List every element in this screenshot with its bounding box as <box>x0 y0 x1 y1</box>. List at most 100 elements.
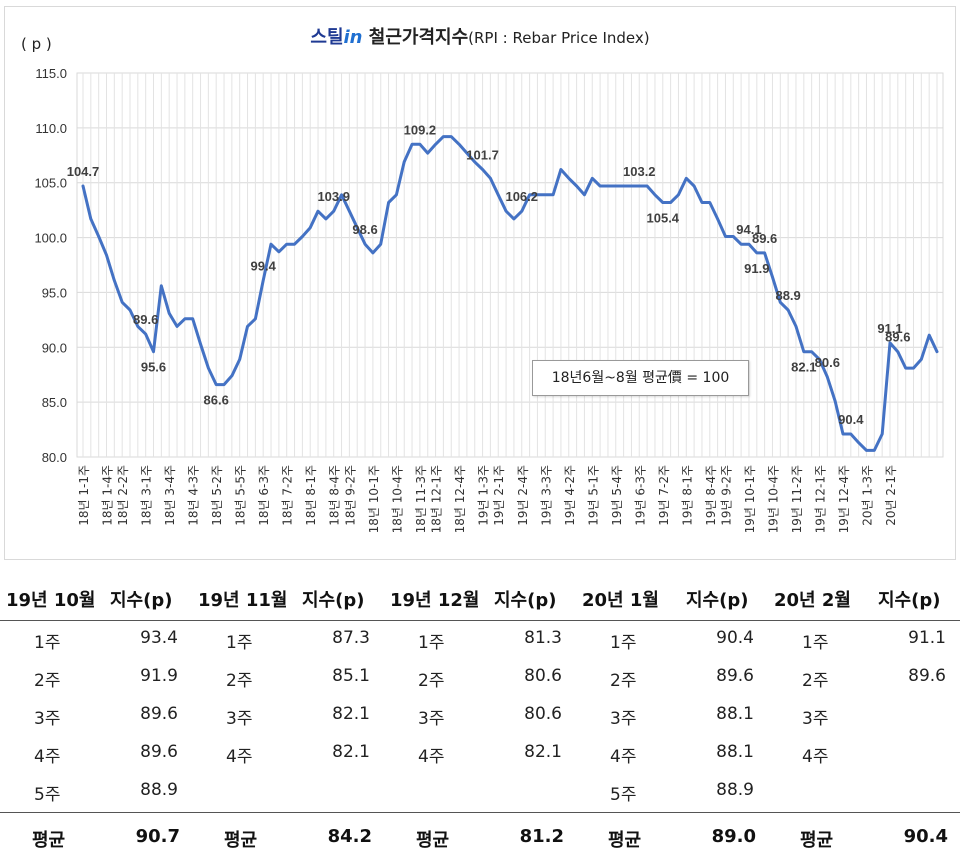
x-tick-label: 19년 9-2주 <box>719 465 733 526</box>
average-label: 평균 <box>32 830 66 851</box>
data-label: 99.4 <box>251 258 277 273</box>
average-value: 81.2 <box>519 826 564 847</box>
data-label: 101.7 <box>466 148 499 163</box>
x-tick-label: 19년 12-4주 <box>837 465 851 533</box>
week-label: 1주 <box>34 633 61 653</box>
week-label: 3주 <box>226 709 253 729</box>
x-tick-label: 19년 8-4주 <box>704 465 718 526</box>
y-tick-label: 105.0 <box>34 176 67 191</box>
week-label: 1주 <box>418 633 445 653</box>
x-tick-label: 18년 5-5주 <box>234 465 248 526</box>
y-axis-unit-label: ( p ) <box>21 35 52 53</box>
average-label: 평균 <box>416 830 450 851</box>
y-tick-label: 80.0 <box>42 450 67 465</box>
average-value: 89.0 <box>711 826 756 847</box>
week-index-value: 91.9 <box>140 666 178 686</box>
data-label: 86.6 <box>204 393 229 408</box>
data-label: 94.1 <box>736 222 761 237</box>
index-unit-header: 지수(p) <box>302 590 365 611</box>
y-tick-label: 90.0 <box>42 340 67 355</box>
x-tick-label: 18년 4-3주 <box>187 465 201 526</box>
week-index-value: 93.4 <box>140 628 178 648</box>
x-tick-label: 19년 2-1주 <box>492 465 506 526</box>
week-label: 1주 <box>610 633 637 653</box>
x-tick-label: 19년 12-1주 <box>813 465 827 533</box>
week-label: 1주 <box>802 633 829 653</box>
y-tick-label: 100.0 <box>34 231 67 246</box>
data-label: 90.4 <box>838 412 864 427</box>
week-index-value: 88.9 <box>140 780 178 800</box>
average-value: 90.7 <box>135 826 180 847</box>
x-tick-label: 19년 3-3주 <box>539 465 553 526</box>
chart-title: 스틸in 철근가격지수(RPI : Rebar Price Index) <box>5 23 955 49</box>
month-header: 19년 11월 <box>198 590 288 611</box>
line-chart: 80.0 85.0 90.0 95.0 100.0 105.0 110.0 115.0 18년 … <box>34 66 944 533</box>
index-unit-header: 지수(p) <box>686 590 749 611</box>
x-tick-label: 18년 8-4주 <box>328 465 342 526</box>
data-label: 80.6 <box>815 355 840 370</box>
week-label: 1주 <box>226 633 253 653</box>
data-label: 98.6 <box>352 222 377 237</box>
data-label: 89.6 <box>885 330 910 345</box>
month-header: 19년 12월 <box>390 590 480 611</box>
month-header: 20년 2월 <box>774 590 851 611</box>
average-label: 평균 <box>224 830 258 851</box>
x-tick-label: 19년 10-4주 <box>766 465 780 533</box>
data-label: 82.1 <box>791 360 816 375</box>
chart-subtitle: (RPI : Rebar Price Index) <box>468 29 650 47</box>
monthly-index-table: 19년 10월 지수(p) 1주 93.4 2주 91.9 3주 89.6 4주 89.6 5주 88… <box>0 576 960 859</box>
data-label: 103.2 <box>623 164 656 179</box>
week-index-value: 85.1 <box>332 666 370 686</box>
x-tick-label: 18년 7-2주 <box>281 465 295 526</box>
average-label: 평균 <box>608 830 642 851</box>
data-label: 89.6 <box>133 312 158 327</box>
x-tick-label: 18년 3-4주 <box>163 465 177 526</box>
chart-container: 80.0 85.0 90.0 95.0 100.0 105.0 110.0 115.0 18년 … <box>4 6 956 560</box>
week-index-value: 81.3 <box>524 628 562 648</box>
data-label: 103.9 <box>317 189 350 204</box>
x-tick-label: 18년 9-2주 <box>343 465 357 526</box>
data-label: 91.9 <box>744 261 769 276</box>
week-label: 4주 <box>610 747 637 767</box>
week-label: 4주 <box>802 747 829 767</box>
x-tick-label: 19년 8-1주 <box>680 465 694 526</box>
week-index-value: 82.1 <box>332 704 370 724</box>
week-label: 4주 <box>418 747 445 767</box>
data-label: 95.6 <box>141 360 166 375</box>
x-tick-label: 19년 2-4주 <box>516 465 530 526</box>
week-index-value: 88.1 <box>716 742 754 762</box>
x-tick-label: 20년 2-1주 <box>884 465 898 526</box>
x-tick-label: 19년 5-4주 <box>610 465 624 526</box>
series-line <box>81 135 939 452</box>
week-index-value: 89.6 <box>908 666 946 686</box>
average-value: 84.2 <box>327 826 372 847</box>
week-label: 5주 <box>610 785 637 805</box>
data-label: 106.2 <box>505 189 538 204</box>
week-label: 2주 <box>610 671 637 691</box>
month-header: 19년 10월 <box>6 590 96 611</box>
x-tick-label: 18년 12-1주 <box>430 465 444 533</box>
x-tick-label: 19년 4-2주 <box>563 465 577 526</box>
week-label: 3주 <box>802 709 829 729</box>
x-tick-label: 18년 1-1주 <box>77 465 91 526</box>
week-index-value: 80.6 <box>524 666 562 686</box>
baseline-note: 18년6월~8월 평균價 = 100 <box>532 360 749 396</box>
data-label: 109.2 <box>404 122 437 137</box>
data-label: 104.7 <box>67 164 100 179</box>
y-tick-label: 110.0 <box>35 121 67 136</box>
week-index-value: 88.9 <box>716 780 754 800</box>
week-index-value: 91.1 <box>908 628 946 648</box>
week-label: 4주 <box>226 747 253 767</box>
x-tick-label: 18년 10-4주 <box>390 465 404 533</box>
brand-logo: 스틸in <box>310 27 363 48</box>
x-tick-label: 19년 6-3주 <box>633 465 647 526</box>
week-index-value: 88.1 <box>716 704 754 724</box>
index-unit-header: 지수(p) <box>878 590 941 611</box>
week-index-value: 82.1 <box>332 742 370 762</box>
week-label: 3주 <box>418 709 445 729</box>
index-unit-header: 지수(p) <box>110 590 173 611</box>
plot-area <box>76 72 944 458</box>
average-label: 평균 <box>800 830 834 851</box>
x-tick-label: 19년 10-1주 <box>743 465 757 533</box>
y-tick-label: 85.0 <box>42 395 67 410</box>
